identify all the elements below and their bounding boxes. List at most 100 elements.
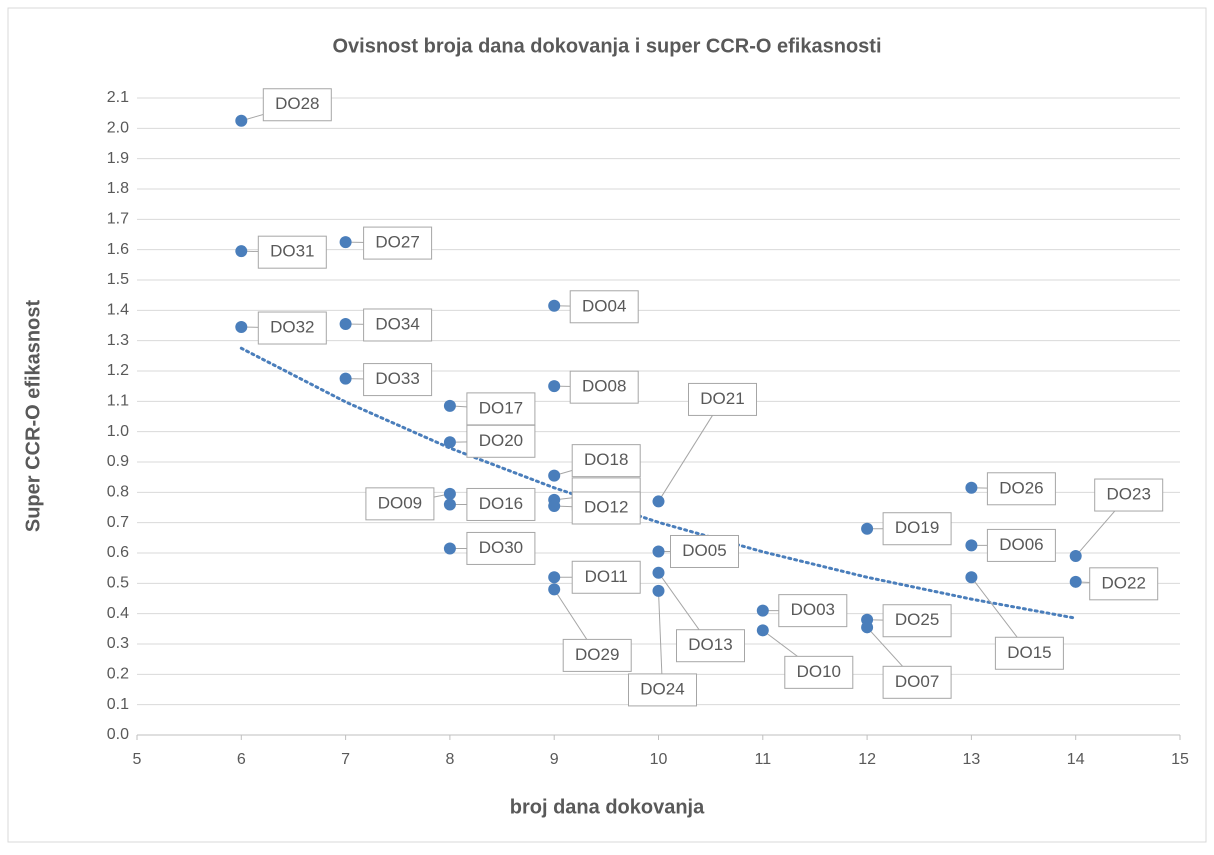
callout-box — [628, 673, 697, 707]
y-axis-title: Super CCR-O efikasnost — [22, 300, 44, 533]
y-tick-label: 0.2 — [107, 666, 129, 683]
point — [235, 321, 248, 334]
y-tick-label: 1.5 — [107, 271, 129, 288]
point-label: DO09 — [378, 493, 422, 512]
callout-box — [882, 604, 952, 638]
y-tick-label: 0.8 — [107, 484, 129, 501]
point-label: DO05 — [682, 541, 726, 560]
point-label: DO03 — [791, 600, 835, 619]
callout-box — [986, 472, 1056, 506]
point — [861, 621, 874, 634]
callout-box — [466, 392, 536, 426]
x-tick-label: 9 — [550, 751, 559, 768]
x-tick-label: 6 — [237, 751, 246, 768]
callout-box — [257, 311, 327, 345]
point-label: DO29 — [575, 645, 619, 664]
point — [652, 495, 665, 508]
point-label: DO20 — [479, 431, 523, 450]
x-tick-label: 11 — [754, 751, 771, 768]
point — [965, 481, 978, 494]
point-label: DO18 — [584, 450, 628, 469]
callout-box — [562, 638, 632, 672]
point-label: DO08 — [582, 377, 626, 396]
point — [548, 499, 561, 512]
callout-box — [257, 235, 327, 269]
y-tick-label: 2.0 — [107, 120, 129, 137]
callout-box — [784, 655, 854, 689]
x-tick-label: 7 — [341, 751, 350, 768]
point — [548, 571, 561, 584]
y-tick-label: 1.3 — [107, 332, 129, 349]
point-label: DO11 — [585, 567, 628, 586]
callout-box — [670, 534, 739, 568]
callout-box — [363, 363, 433, 397]
point — [756, 604, 769, 617]
y-tick-label: 1.8 — [107, 180, 129, 197]
y-tick-label: 0.5 — [107, 575, 129, 592]
y-tick-label: 1.9 — [107, 150, 129, 167]
callout-leader — [658, 399, 723, 502]
y-tick-label: 1.2 — [107, 362, 129, 379]
point — [861, 522, 874, 535]
point-label: DO31 — [270, 242, 314, 261]
callout-box — [571, 560, 641, 594]
callout-box — [778, 594, 848, 628]
point-label: DO32 — [270, 318, 314, 337]
callout-box — [262, 88, 332, 122]
chart-title: Ovisnost broja dana dokovanja i super CC… — [332, 35, 881, 57]
callout-box — [994, 636, 1064, 670]
y-tick-label: 0.0 — [107, 726, 129, 743]
callout-box — [571, 491, 641, 525]
callout-box — [466, 487, 536, 521]
callout-box — [1089, 567, 1159, 601]
callout-box — [363, 226, 433, 260]
point-label: DO13 — [688, 635, 732, 654]
point-label: DO06 — [999, 535, 1043, 554]
callout-box — [1094, 478, 1164, 512]
point-label: DO10 — [797, 662, 841, 681]
point-label: DO15 — [1007, 643, 1051, 662]
y-tick-label: 1.6 — [107, 241, 129, 258]
callout-box — [363, 308, 433, 342]
point-label: DO22 — [1101, 573, 1145, 592]
point — [443, 399, 456, 412]
point — [652, 566, 665, 579]
point-label: DO34 — [375, 314, 419, 333]
x-tick-label: 15 — [1171, 751, 1189, 768]
point-label: DO07 — [895, 672, 939, 691]
point — [1069, 550, 1082, 563]
point — [548, 299, 561, 312]
point-label: DO12 — [584, 497, 628, 516]
callout-box — [466, 424, 536, 458]
point — [1069, 575, 1082, 588]
point-label: DO25 — [895, 610, 939, 629]
x-tick-label: 13 — [963, 751, 981, 768]
trendline — [239, 346, 1078, 620]
callout-box — [571, 444, 641, 478]
y-tick-label: 0.6 — [107, 544, 129, 561]
y-tick-label: 2.1 — [107, 89, 129, 106]
x-tick-label: 10 — [650, 751, 668, 768]
point-label: DO04 — [582, 296, 626, 315]
point — [339, 317, 352, 330]
chart-frame — [7, 7, 1207, 843]
point — [756, 624, 769, 637]
point — [548, 469, 561, 482]
point — [965, 539, 978, 552]
y-tick-label: 0.1 — [107, 696, 129, 713]
point-label: DO27 — [375, 233, 419, 252]
point-label: DO33 — [375, 369, 419, 388]
point-label: DO28 — [275, 94, 319, 113]
y-tick-label: 1.1 — [107, 393, 129, 410]
y-tick-label: 1.7 — [107, 211, 129, 228]
point — [548, 583, 561, 596]
x-tick-label: 12 — [858, 751, 876, 768]
y-tick-label: 1.4 — [107, 302, 129, 319]
point-label: DO23 — [1106, 485, 1150, 504]
point-label: DO21 — [700, 389, 744, 408]
callout-box — [676, 629, 745, 663]
y-tick-label: 0.4 — [107, 605, 129, 622]
point-label: DO16 — [479, 494, 523, 513]
y-tick-label: 0.3 — [107, 635, 129, 652]
y-tick-label: 0.7 — [107, 514, 129, 531]
